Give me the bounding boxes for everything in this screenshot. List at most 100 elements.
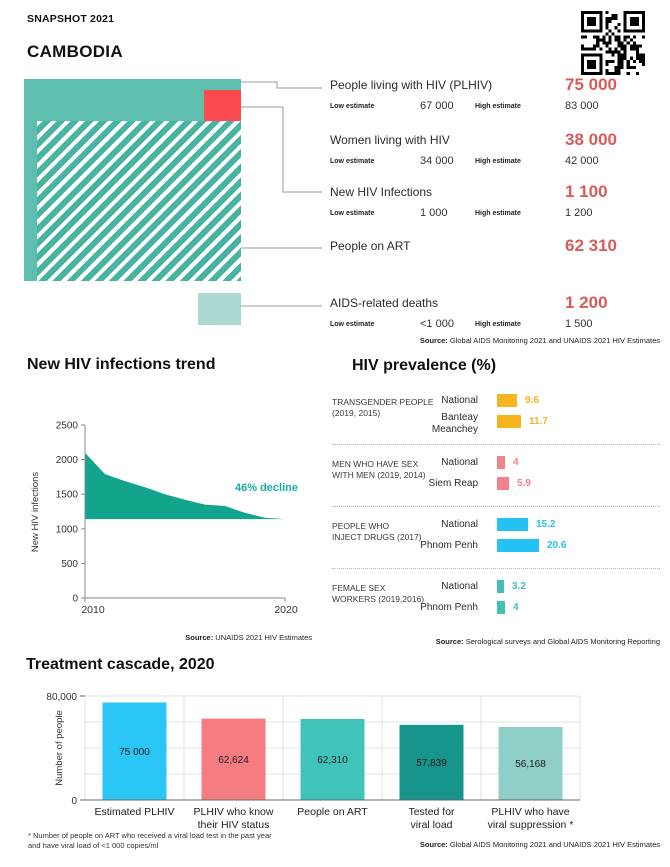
cascade-bar — [201, 718, 266, 800]
svg-text:0: 0 — [71, 796, 77, 807]
prevalence-group-label: FEMALE SEX WORKERS (2019,2016) — [332, 583, 425, 605]
stat-label: People living with HIV (PLHIV) — [330, 78, 493, 92]
svg-text:2020: 2020 — [274, 604, 298, 616]
low-estimate-value: 34 000 — [420, 155, 454, 167]
stat-value: 1 200 — [565, 293, 608, 312]
stat-range: Low estimate 1 000 High estimate 1 200 — [330, 207, 660, 221]
prevalence-bar — [497, 518, 528, 531]
prevalence-bar — [497, 539, 539, 552]
prevalence-groups: TRANSGENDER PEOPLE (2019, 2015) National 9… — [332, 394, 660, 634]
svg-text:1000: 1000 — [56, 524, 79, 535]
prevalence-bar-value: 15.2 — [536, 519, 556, 530]
trend-chart-title: New HIV infections trend — [27, 356, 216, 373]
trend-source: Source: UNAIDS 2021 HIV Estimates — [0, 633, 312, 642]
prevalence-bar-value: 20.6 — [547, 540, 567, 551]
source-label: Source: — [185, 633, 214, 642]
source-text: Global AIDS Monitoring 2021 and UNAIDS 2… — [449, 336, 660, 345]
low-estimate-label: Low estimate — [330, 321, 375, 328]
prevalence-group-label: PEOPLE WHO INJECT DRUGS (2017) — [332, 521, 422, 543]
cascade-bar — [399, 724, 464, 800]
prevalence-row-name: Banteay Meanchey — [431, 412, 478, 435]
cascade-chart: 75 000 Estimated PLHIV 62,624 PLHIV who kno… — [46, 692, 581, 831]
prevalence-bar-value: 3.2 — [512, 581, 526, 592]
prevalence-source: Source: Serological surveys and Global A… — [436, 637, 660, 646]
prevalence-bar — [497, 415, 521, 428]
svg-text:62,310: 62,310 — [317, 755, 348, 766]
svg-text:62,624: 62,624 — [218, 755, 249, 766]
prevalence-row-name: Siem Reap — [428, 478, 478, 489]
source-label: Source: — [419, 840, 448, 849]
trend-chart: 0 500 1000 1500 2000 2500 2010 2020 New HIV infe… — [30, 421, 298, 617]
prevalence-row-name: Phnom Penh — [420, 540, 478, 551]
source-text: Serological surveys and Global AIDS Moni… — [465, 637, 660, 646]
cascade-footnote: * Number of people on ART who received a… — [28, 831, 272, 851]
svg-text:New HIV infections: New HIV infections — [30, 472, 41, 553]
new-infections-square — [204, 90, 241, 121]
svg-text:2000: 2000 — [56, 455, 79, 466]
snapshot-label: SNAPSHOT 2021 — [27, 13, 115, 25]
high-estimate-value: 1 500 — [565, 318, 593, 330]
prevalence-row-name: Phnom Penh — [420, 602, 478, 613]
prevalence-bar — [497, 601, 505, 614]
source-label: Source: — [435, 637, 464, 646]
prevalence-bar — [497, 394, 517, 407]
high-estimate-label: High estimate — [475, 103, 521, 110]
svg-text:Number of people: Number of people — [54, 710, 65, 786]
prevalence-row-name: National — [441, 395, 478, 406]
cascade-bar — [300, 718, 365, 800]
low-estimate-label: Low estimate — [330, 210, 375, 217]
prevalence-bar — [497, 477, 509, 490]
stat-value: 1 100 — [565, 182, 608, 201]
prevalence-bar — [497, 456, 505, 469]
high-estimate-label: High estimate — [475, 210, 521, 217]
group-separator — [332, 568, 660, 569]
prevalence-chart-title: HIV prevalence (%) — [352, 357, 497, 374]
low-estimate-label: Low estimate — [330, 158, 375, 165]
group-separator — [332, 444, 660, 445]
prevalence-bar-value: 4 — [513, 457, 519, 468]
prevalence-bar-value: 5.9 — [517, 478, 531, 489]
high-estimate-value: 83 000 — [565, 100, 599, 112]
stat-label: AIDS-related deaths — [330, 296, 439, 310]
people-on-art-hatched-square — [37, 121, 241, 281]
prevalence-bar-value: 11.7 — [529, 416, 548, 427]
source-text: UNAIDS 2021 HIV Estimates — [215, 633, 312, 642]
prevalence-row-name: National — [441, 457, 478, 468]
stat-value: 38 000 — [565, 130, 617, 149]
prevalence-group-label: TRANSGENDER PEOPLE (2019, 2015) — [332, 397, 434, 419]
high-estimate-value: 42 000 — [565, 155, 599, 167]
low-estimate-value: 1 000 — [420, 207, 448, 219]
cascade-chart-title: Treatment cascade, 2020 — [26, 656, 215, 673]
prevalence-row-name: National — [441, 581, 478, 592]
stat-range: Low estimate 67 000 High estimate 83 000 — [330, 100, 660, 114]
group-separator — [332, 506, 660, 507]
svg-text:0: 0 — [72, 594, 78, 605]
key-stats: People living with HIV (PLHIV) 75 000 Low … — [330, 0, 660, 360]
stat-label: People on ART — [330, 239, 411, 253]
stat-range: Low estimate <1 000 High estimate 1 500 — [330, 318, 660, 332]
qr-code — [581, 11, 645, 75]
stat-label: New HIV Infections — [330, 185, 433, 199]
svg-text:Estimated PLHIV: Estimated PLHIV — [95, 806, 175, 818]
source-text: Global AIDS Monitoring 2021 and UNAIDS 2… — [449, 840, 660, 849]
svg-text:1500: 1500 — [56, 490, 79, 501]
prevalence-bar-value: 9.6 — [525, 395, 539, 406]
decline-annotation: 46% decline — [235, 482, 298, 494]
high-estimate-value: 1 200 — [565, 207, 593, 219]
prevalence-row-name: National — [441, 519, 478, 530]
svg-text:2010: 2010 — [81, 604, 105, 616]
aids-deaths-square — [198, 293, 241, 325]
svg-text:57,839: 57,839 — [416, 758, 447, 769]
page-title: CAMBODIA — [27, 42, 123, 61]
svg-text:2500: 2500 — [56, 421, 79, 432]
key-stats-source: Source: Global AIDS Monitoring 2021 and … — [420, 336, 660, 345]
low-estimate-label: Low estimate — [330, 103, 375, 110]
stat-label: Women living with HIV — [330, 133, 450, 147]
cascade-source: Source: Global AIDS Monitoring 2021 and … — [420, 840, 660, 849]
prevalence-group-label: MEN WHO HAVE SEX WITH MEN (2019, 2014) — [332, 459, 426, 481]
low-estimate-value: 67 000 — [420, 100, 454, 112]
high-estimate-label: High estimate — [475, 321, 521, 328]
